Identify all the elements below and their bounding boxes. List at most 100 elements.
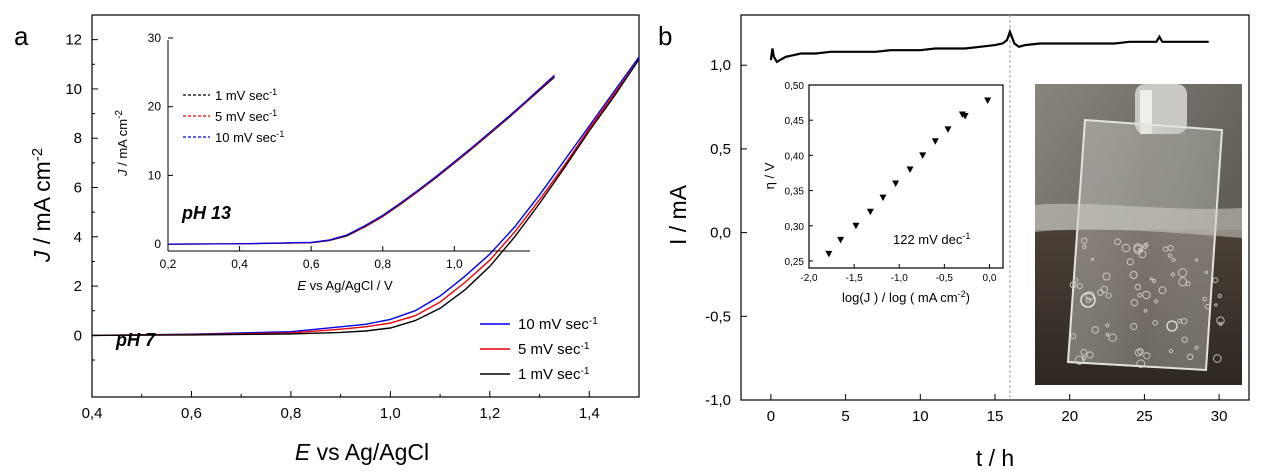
panel-a-x-axis-label: E vs Ag/AgCl — [295, 439, 429, 465]
bubble — [1205, 303, 1211, 310]
panel-b-x-axis-label: t / h — [976, 445, 1014, 471]
panel-b-inset-point — [837, 236, 845, 244]
bubble — [1149, 277, 1153, 281]
panel-a-inset-legend-label: 10 mV sec-1 — [215, 129, 284, 145]
panel-b-inset-y-tick-label: 0,50 — [785, 81, 805, 92]
panel-a-x-tick-label: 0,8 — [280, 405, 301, 422]
panel-b-inset-point — [919, 152, 927, 159]
bubble — [1080, 348, 1088, 356]
bubble — [1213, 354, 1222, 363]
panel-b-current-line-0 — [769, 28, 1209, 64]
panel-a-y-tick-label: 2 — [74, 278, 82, 295]
bubble — [1134, 283, 1142, 291]
panel-a-y-tick-label: 0 — [74, 327, 82, 344]
panel-a-legend-label: 5 mV sec-1 — [518, 341, 590, 359]
panel-b-inset-chart: -2,0 -1,5 -1,0 -0,5 0,0 0,25 0,30 0,35 0,40 0,45 0… — [762, 81, 1004, 305]
panel-b-inset-point — [879, 194, 887, 202]
bubble — [1152, 279, 1157, 283]
panel-b-inset-y-tick-label: 0,35 — [785, 187, 805, 198]
bubble — [1214, 303, 1218, 307]
bubble — [1130, 299, 1139, 307]
panel-a-label: a — [14, 21, 29, 51]
bubble — [1102, 272, 1111, 281]
panel-b-inset-point — [944, 126, 952, 133]
bubble — [1129, 271, 1138, 279]
panel-a-line-1-mv-sec-2 — [91, 59, 640, 337]
bubble — [1134, 348, 1143, 357]
bubble — [1167, 253, 1173, 258]
panel-a-y-tick-label: 6 — [74, 180, 82, 197]
bubble — [1081, 356, 1087, 361]
bubble — [1158, 286, 1167, 295]
panel-b-x-tick-label: 15 — [987, 408, 1004, 425]
bubble — [1105, 323, 1110, 328]
panel-a-inset-ph-label: pH 13 — [181, 203, 231, 223]
bubble — [1082, 244, 1087, 249]
bubble — [1216, 316, 1225, 325]
panel-a-inset-x-tick-label: 0,4 — [231, 257, 248, 271]
bubble — [1138, 250, 1147, 259]
bubble — [1194, 345, 1199, 350]
panel-a-line-5-mv-sec-1 — [91, 58, 640, 337]
bubble — [1217, 293, 1223, 299]
panel-a-inset-line-10-mv-sec-2 — [167, 74, 555, 245]
bubble — [1126, 258, 1134, 266]
panel-b-inset-point — [825, 250, 833, 258]
bubble — [1121, 243, 1131, 253]
panel-b-inset-point — [984, 97, 992, 104]
bubble — [1170, 272, 1175, 277]
bubble — [1081, 237, 1088, 244]
bubble — [1069, 281, 1077, 289]
panel-b-y-tick-label: 0,0 — [710, 225, 731, 242]
panel-a-inset-legend-label: 5 mV sec-1 — [215, 108, 277, 124]
panel-b-inset-x-tick-label: -1,0 — [891, 273, 909, 284]
bubble — [1178, 277, 1188, 287]
bubble — [1168, 348, 1174, 354]
bubble — [1070, 333, 1077, 340]
panel-a-inset-x-tick-label: 0,6 — [303, 257, 320, 271]
panel-b-inset-y-tick-label: 0,40 — [785, 151, 805, 162]
panel-a-plot-frame — [91, 14, 640, 398]
panel-a-x-tick-label: 1,4 — [579, 405, 600, 422]
panel-a-inset-legend-label: 1 mV sec-1 — [215, 87, 277, 103]
bubble — [1137, 248, 1142, 252]
panel-b-inset-x-tick-label: -0,5 — [936, 273, 954, 284]
bubble — [1073, 277, 1079, 283]
panel-b-inset-point — [906, 166, 914, 173]
bubble-large — [1166, 320, 1178, 332]
bubble — [1137, 292, 1142, 298]
photo-glass-electrode — [1066, 118, 1224, 372]
panel-b-inset-y-tick-label: 0,25 — [785, 257, 805, 268]
panel-a-inset-y-axis-label: J / mA cm-2 — [114, 110, 131, 177]
panel-a-y-tick-label: 4 — [74, 229, 82, 246]
bubble — [1142, 243, 1148, 249]
panel-a-inset-y-tick-label: 10 — [148, 168, 162, 182]
panel-a-y-axis-label: J / mA cm-2 — [29, 148, 56, 263]
panel-b-inset-y-tick-label: 0,30 — [785, 222, 805, 233]
bubble — [1105, 292, 1112, 299]
panel-b-inset-point — [852, 222, 860, 230]
bubble — [1154, 299, 1159, 304]
bubble — [1133, 243, 1143, 253]
panel-b-inset-point — [931, 138, 939, 145]
panel-b-x-tick-label: 5 — [841, 408, 849, 425]
bubble — [1091, 257, 1094, 261]
panel-b-main-chart: 0 5 10 15 20 25 30 -1,0 -0,5 0,0 0,5 1,0 t / h I / … — [665, 14, 1250, 471]
panel-a-y-tick-label: 12 — [65, 32, 82, 49]
bubble — [1114, 238, 1121, 246]
panel-b-inset-slope-label: 122 mV dec-1 — [893, 231, 970, 247]
panel-a-ph-label: pH 7 — [115, 330, 156, 350]
electrode-photo — [1035, 84, 1242, 385]
panel-b-inset-x-axis-label: log(J ) / log ( mA cm-2) — [842, 289, 970, 305]
panel-a-inset-y-tick-label: 20 — [148, 100, 162, 114]
bubble — [1130, 322, 1138, 331]
panel-a-inset-x-tick-label: 0,8 — [374, 257, 391, 271]
bubble — [1143, 309, 1148, 313]
panel-a-y-tick-label: 8 — [74, 130, 82, 147]
panel-a-inset-chart: 0,2 0,4 0,6 0,8 1,0 0 10 20 30 pH 13 1 mV sec-1 5… — [114, 31, 555, 293]
bubble — [1136, 359, 1146, 369]
bubble — [1085, 297, 1092, 303]
bubble — [1181, 336, 1188, 343]
panel-b-inset-x-tick-label: 0,0 — [983, 273, 997, 284]
